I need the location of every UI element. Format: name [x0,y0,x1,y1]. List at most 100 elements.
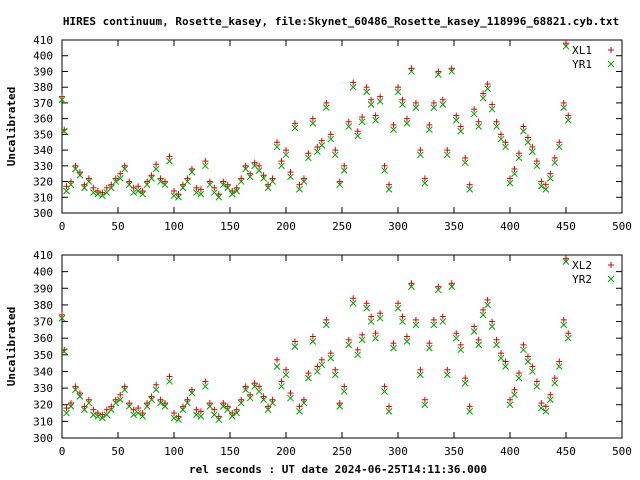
data-point [560,99,567,106]
data-point [98,192,106,200]
data-point [143,403,151,410]
data-point [367,101,375,108]
x-tick-label: 0 [59,220,66,233]
data-point [444,366,451,373]
data-point [242,162,249,169]
data-point [524,138,532,146]
data-point [372,330,379,337]
legend-label: YR2 [572,273,592,286]
data-point [542,403,549,410]
data-point [260,172,267,179]
data-point [309,120,317,127]
data-point [260,396,267,404]
data-point [359,114,366,121]
y-tick-label: 370 [33,97,53,110]
data-point [291,124,299,132]
data-point [497,135,505,143]
data-point [103,184,110,191]
data-point [542,181,549,188]
data-point [215,413,222,420]
data-point [434,71,442,78]
data-point [152,165,160,173]
data-point [381,388,388,395]
data-point [237,399,245,407]
data-point [72,386,79,394]
data-point [462,154,469,161]
data-point [363,84,370,91]
data-point [202,383,209,390]
data-point [63,183,70,190]
data-point [305,374,312,382]
data-point [555,143,563,151]
data-point [135,183,142,190]
data-point [228,413,236,420]
data-point [520,341,527,348]
data-point [67,181,75,189]
data-point [368,96,375,103]
data-point [430,321,438,329]
data-point [430,316,437,323]
data-point [179,403,186,410]
data-point [322,321,330,329]
data-point [264,184,272,192]
data-point [354,351,362,359]
data-point [479,94,487,102]
legend-marker [607,275,615,283]
data-point [358,336,366,344]
data-point [184,396,191,403]
data-point [224,406,232,414]
data-point [372,334,379,342]
data-point [139,190,146,198]
data-point [184,178,191,185]
data-point [296,403,303,410]
data-point [81,181,88,188]
legend-marker [607,60,615,68]
data-point [488,105,496,113]
data-point [377,310,384,317]
x-tick-label: 50 [111,220,124,233]
data-point [193,189,200,196]
series-YR2 [58,258,572,424]
data-point [197,413,205,420]
data-point [255,388,263,395]
data-point [520,127,527,135]
data-point [417,147,424,154]
data-point [448,68,456,75]
data-point [381,162,388,169]
x-tick-label: 250 [332,445,352,458]
data-point [94,187,101,194]
data-point [381,383,388,390]
data-point [206,403,214,410]
plot-frame [61,254,623,439]
data-point [90,184,97,191]
data-point [112,178,120,185]
data-point [238,396,245,403]
data-point [546,396,554,404]
data-point [314,148,321,156]
y-tick-label: 350 [33,349,53,362]
x-tick-label: 150 [220,220,240,233]
data-point [466,408,474,415]
x-tick-label: 350 [444,220,464,233]
data-point [193,406,200,413]
data-point [390,344,397,352]
data-point [471,323,478,330]
data-point [296,186,303,193]
data-point [457,341,464,348]
data-point [349,83,357,91]
data-point [206,181,214,189]
data-point [322,104,330,111]
data-point [139,187,146,194]
data-point [475,336,482,343]
data-point [489,318,496,325]
data-point [520,123,527,130]
data-point [524,353,531,360]
data-point [188,168,196,176]
data-point [354,132,362,140]
data-point [108,181,115,188]
data-point [327,131,334,138]
data-point [551,154,558,161]
y-tick-label: 310 [33,415,53,428]
data-point [444,147,451,154]
data-point [475,123,482,130]
